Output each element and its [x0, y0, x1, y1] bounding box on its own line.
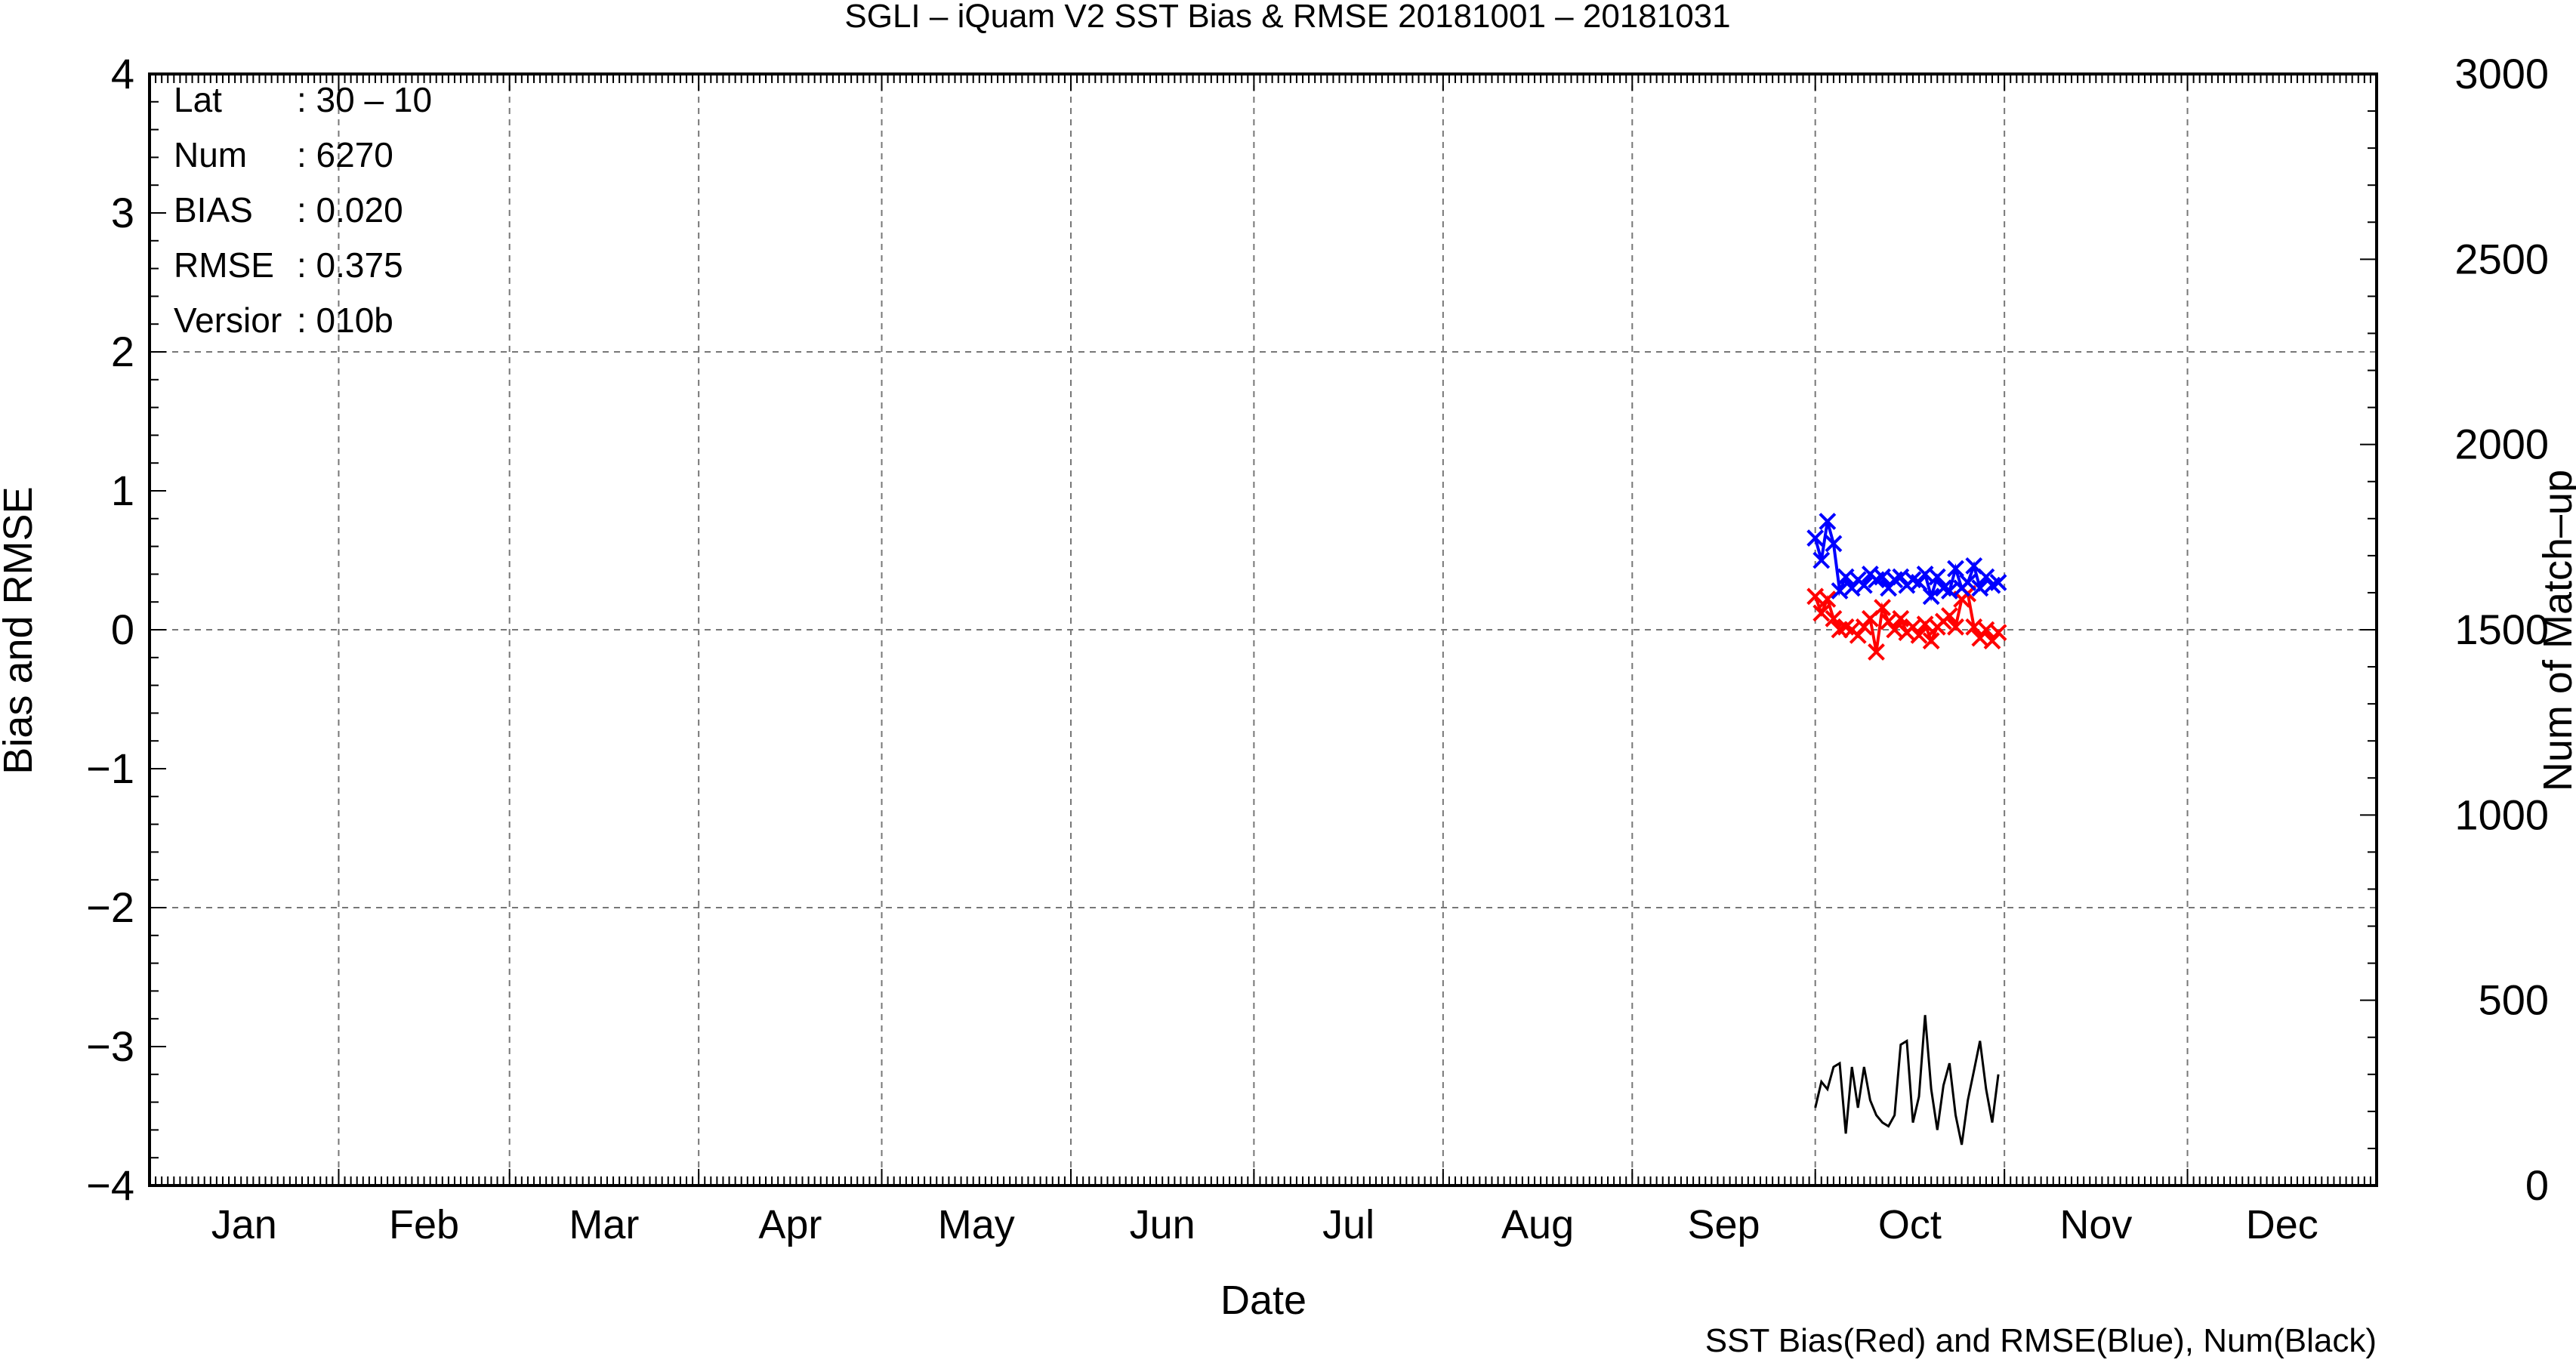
- x-tick-label: Jul: [1322, 1202, 1374, 1247]
- x-tick-label: Dec: [2246, 1202, 2318, 1247]
- data-point: [1812, 604, 1831, 622]
- stats-key: Versior: [174, 301, 282, 340]
- data-point: [1819, 590, 1837, 608]
- stats-key: Num: [174, 135, 247, 174]
- data-point: [1874, 599, 1891, 616]
- data-point: [1922, 632, 1940, 650]
- data-point: [1989, 624, 2007, 642]
- stats-box: Lat : 30 – 10 Num : 6270 BIAS : 0.020 RMSE : 0.…: [174, 80, 432, 340]
- x-tick-label: Mar: [569, 1202, 639, 1247]
- data-point: [1825, 535, 1843, 553]
- y2-axis-label: Num of Match–up: [2535, 470, 2576, 791]
- y-tick-label: −4: [86, 1161, 134, 1209]
- y2-tick-label: 2000: [2454, 421, 2549, 468]
- data-point: [1977, 568, 1995, 586]
- y-tick-label: 4: [111, 50, 134, 97]
- stats-value: : 6270: [297, 135, 393, 174]
- data-point: [1806, 529, 1825, 547]
- y-axis-label: Bias and RMSE: [0, 486, 41, 774]
- stats-key: Lat: [174, 80, 222, 119]
- y-tick-label: 2: [111, 328, 134, 375]
- data-point: [1868, 643, 1885, 661]
- y-tick-label: −3: [86, 1022, 134, 1070]
- x-axis-ticks: Jan Feb Mar Apr May Jun Jul Aug Sep Oct Nov Dec: [149, 74, 2377, 1247]
- chart-title: SGLI – iQuam V2 SST Bias & RMSE 20181001…: [844, 0, 1730, 35]
- stats-value: : 010b: [297, 301, 393, 340]
- data-point: [1910, 574, 1928, 591]
- x-tick-label: Nov: [2059, 1202, 2132, 1247]
- data-point: [1983, 632, 2001, 650]
- y2-tick-label: 1500: [2454, 606, 2549, 653]
- data-point: [1947, 618, 1964, 636]
- data-point: [1812, 551, 1831, 569]
- x-tick-label: Jan: [211, 1202, 277, 1247]
- grid: [150, 74, 2377, 1186]
- series-line: [1814, 1015, 2000, 1145]
- y2-tick-label: 500: [2479, 976, 2549, 1024]
- y-axis-ticks: −4 −3 −2 −1 0 1 2 3 4: [86, 50, 166, 1209]
- data-point: [1892, 609, 1910, 627]
- data-point: [1825, 609, 1843, 627]
- x-tick-label: Sep: [1687, 1202, 1760, 1247]
- y2-tick-label: 1000: [2454, 791, 2549, 838]
- y2-tick-label: 0: [2525, 1161, 2549, 1209]
- y-tick-label: 0: [111, 606, 134, 653]
- data-point: [1989, 574, 2007, 591]
- y2-tick-label: 2500: [2454, 235, 2549, 282]
- data-point: [1855, 576, 1873, 594]
- stats-key: RMSE: [174, 245, 274, 285]
- plot-frame: [148, 72, 2378, 1187]
- y2-tick-label: 3000: [2454, 50, 2549, 97]
- y-tick-label: 1: [111, 467, 134, 514]
- x-axis-label: Date: [1220, 1278, 1307, 1323]
- data-point: [1910, 626, 1928, 644]
- y2-axis-ticks: 0 500 1000 1500 2000 2500 3000: [2360, 50, 2549, 1209]
- y-tick-label: 3: [111, 189, 134, 236]
- stats-value: : 30 – 10: [297, 80, 432, 119]
- stats-value: : 0.375: [297, 245, 403, 285]
- series-layer: [1806, 513, 2007, 1145]
- x-tick-label: Aug: [1501, 1202, 1574, 1247]
- x-tick-label: Feb: [389, 1202, 459, 1247]
- x-tick-label: Oct: [1878, 1202, 1942, 1247]
- data-point: [1959, 574, 1977, 591]
- y-tick-label: −2: [86, 883, 134, 931]
- stats-value: : 0.020: [297, 190, 403, 230]
- data-point: [1947, 560, 1964, 578]
- data-point: [1922, 587, 1940, 606]
- data-point: [1819, 513, 1837, 530]
- data-point: [1855, 618, 1873, 636]
- data-point: [1849, 626, 1867, 644]
- x-tick-label: May: [938, 1202, 1015, 1247]
- data-point: [1928, 568, 1946, 586]
- x-tick-label: Jun: [1130, 1202, 1195, 1247]
- footer-note: SST Bias(Red) and RMSE(Blue), Num(Black): [1705, 1322, 2377, 1359]
- x-tick-label: Apr: [758, 1202, 822, 1247]
- data-point: [1941, 607, 1958, 625]
- stats-key: BIAS: [174, 190, 253, 230]
- y-tick-label: −1: [86, 745, 134, 792]
